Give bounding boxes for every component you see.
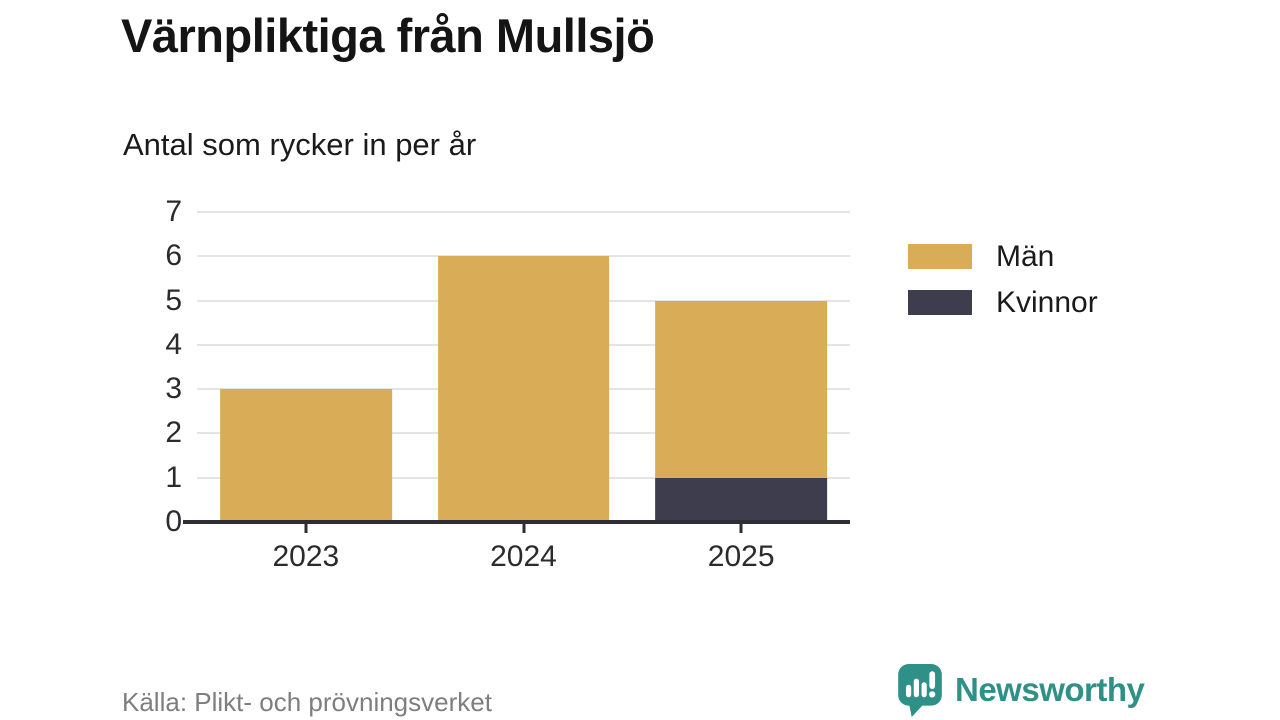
y-tick-label-0: 0 <box>165 505 182 538</box>
x-axis-labels: 2023 2024 2025 <box>197 540 850 576</box>
bar-2025-Män <box>655 300 828 478</box>
y-tick-label-3: 3 <box>165 372 182 406</box>
bar-2024-Män <box>437 256 610 522</box>
y-tick-label-4: 4 <box>165 327 182 361</box>
newsworthy-wordmark: Newsworthy <box>955 671 1145 708</box>
chart-subtitle: Antal som rycker in per år <box>123 127 477 162</box>
legend-label-Kvinnor: Kvinnor <box>996 286 1098 319</box>
x-axis-line <box>183 520 850 524</box>
bar-2023-Män <box>219 389 392 522</box>
x-tick-label-2024: 2024 <box>490 540 557 573</box>
y-tick-label-7: 7 <box>165 195 182 228</box>
x-tick-label-2023: 2023 <box>272 540 340 573</box>
newsworthy-logo: Newsworthy <box>895 663 1145 717</box>
legend-swatch-Kvinnor <box>908 290 972 315</box>
legend-label-Män: Män <box>996 240 1055 273</box>
y-tick-label-6: 6 <box>165 239 182 273</box>
y-tick-label-1: 1 <box>165 460 182 494</box>
legend: Män Kvinnor <box>908 240 1098 319</box>
y-tick-label-2: 2 <box>165 416 182 450</box>
source-note: Källa: Plikt- och prövningsverket <box>122 687 492 717</box>
gridline-7 <box>197 211 850 213</box>
chart-title: Värnpliktiga från Mullsjö <box>121 9 655 62</box>
x-tick-label-2025: 2025 <box>707 540 775 573</box>
x-tick-2023 <box>304 524 308 533</box>
newsworthy-bubble-chart-icon <box>898 664 942 717</box>
legend-swatch-Män <box>908 244 972 269</box>
x-tick-2024 <box>522 524 525 533</box>
y-tick-label-5: 5 <box>165 283 182 317</box>
legend-item-Män: Män <box>908 240 1098 273</box>
plot-area <box>183 211 850 533</box>
legend-item-Kvinnor: Kvinnor <box>908 286 1098 319</box>
x-tick-2025 <box>739 524 743 533</box>
bar-2025-Kvinnor <box>655 477 828 522</box>
y-axis-labels: 0 1 2 3 4 5 6 7 <box>120 197 182 537</box>
